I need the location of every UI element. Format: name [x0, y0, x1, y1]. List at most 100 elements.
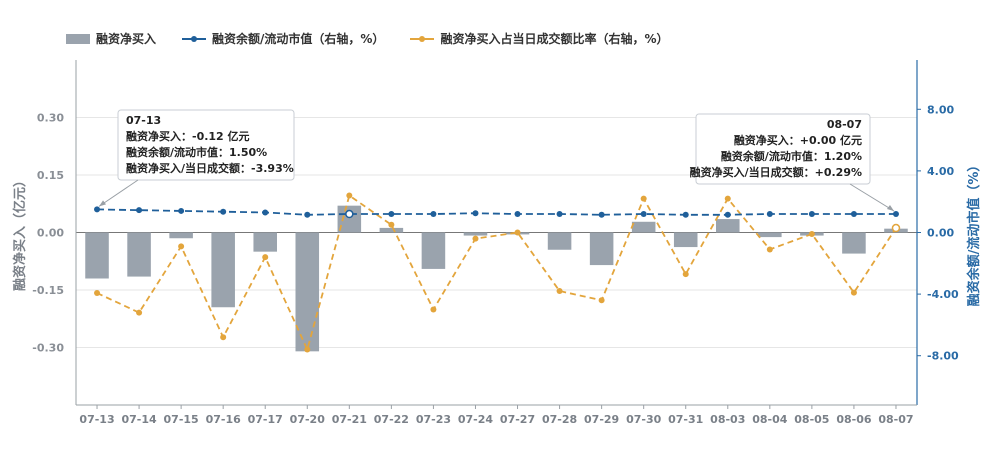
balance-point — [262, 209, 269, 216]
balance-point — [598, 211, 605, 218]
bar — [421, 232, 446, 269]
bar — [463, 232, 488, 236]
y-right-tick-label: -8.00 — [927, 350, 959, 363]
ratio-point — [472, 235, 479, 242]
y-tick-label: 0.15 — [37, 169, 64, 182]
x-tick-label: 08-05 — [794, 413, 829, 426]
legend-label-line2: 融资净买入占当日成交额比率（右轴，%） — [440, 32, 669, 46]
balance-point — [178, 207, 185, 214]
ratio-point — [808, 231, 815, 238]
bar — [337, 205, 362, 233]
legend-swatch-line2 — [410, 34, 435, 44]
legend-label-bar: 融资净买入 — [96, 32, 157, 46]
y-right-tick-label: -4.00 — [927, 288, 959, 301]
balance-highlight-point — [345, 209, 354, 219]
x-tick-label: 08-07 — [878, 413, 913, 426]
tooltip-line-1: 融资净买入：+0.00 亿元 — [734, 133, 862, 147]
x-tick-label: 07-16 — [206, 413, 242, 426]
tooltip-line-1: 融资净买入：-0.12 亿元 — [126, 129, 250, 143]
y-right-tick-label: 0.00 — [927, 227, 954, 240]
ratio-point — [220, 334, 227, 341]
x-tick-label: 07-27 — [500, 413, 535, 426]
ratio-point — [262, 254, 269, 261]
y-tick-label: 0.00 — [37, 227, 64, 240]
legend-item-line2[interactable]: 融资净买入占当日成交额比率（右轴，%） — [410, 30, 668, 47]
ratio-line — [96, 194, 897, 353]
ratio-point — [346, 192, 353, 199]
y-right-tick-label: 4.00 — [927, 165, 954, 178]
tooltip-date: 07-13 — [126, 114, 161, 127]
balance-point — [892, 211, 899, 218]
y-right-tick-label: 8.00 — [927, 103, 954, 116]
ratio-point — [94, 290, 101, 297]
ratio-point — [598, 297, 605, 304]
tooltip-pointer — [98, 179, 139, 207]
balance-point — [472, 210, 479, 217]
tooltip-arrow — [99, 200, 107, 207]
x-tick-label: 07-30 — [626, 413, 662, 426]
ratio-point — [136, 309, 143, 316]
balance-point — [514, 211, 521, 218]
tooltip-line-2: 融资余额/流动市值：1.20% — [721, 149, 862, 163]
bar — [127, 232, 151, 277]
x-tick-label: 07-31 — [668, 413, 703, 426]
lines-layer — [94, 192, 901, 353]
x-tick-label: 07-28 — [542, 413, 577, 426]
legend-swatch-line1 — [182, 34, 207, 44]
x-tick-label: 08-06 — [836, 413, 872, 426]
ratio-point — [850, 289, 857, 296]
x-tick-label: 07-20 — [290, 413, 326, 426]
tooltip-box — [695, 113, 871, 185]
tooltip-box — [117, 109, 295, 181]
x-tick-label: 07-17 — [248, 413, 283, 426]
balance-point — [850, 211, 857, 218]
x-tick-label: 07-15 — [164, 413, 199, 426]
y-tick-label: -0.15 — [32, 284, 64, 297]
bar — [211, 232, 235, 308]
ratio-point — [430, 306, 437, 313]
balance-point — [430, 211, 437, 218]
tooltip-date: 08-07 — [827, 118, 862, 131]
ratio-point — [556, 288, 563, 295]
bar — [379, 227, 404, 233]
x-tick-label: 08-03 — [710, 413, 745, 426]
ratio-point — [766, 246, 773, 253]
balance-line — [97, 208, 896, 216]
y-right-axis-title: 融资余额/流动市值（%） — [966, 159, 982, 307]
legend-item-line1[interactable]: 融资余额/流动市值（右轴，%） — [182, 30, 384, 47]
bar — [253, 232, 277, 252]
x-tick-label: 07-22 — [374, 413, 409, 426]
bar — [716, 219, 740, 233]
bar — [547, 232, 572, 250]
balance-point — [808, 211, 815, 218]
ratio-point — [514, 229, 521, 236]
x-tick-label: 07-13 — [79, 413, 114, 426]
bar — [673, 232, 698, 248]
tooltip-line-3: 融资净买入/当日成交额：+0.29% — [690, 165, 862, 179]
bar — [295, 232, 320, 352]
x-tick-label: 07-24 — [458, 413, 494, 426]
axes-layer: -0.30 -0.15 0.00 0.15 0.30 -8.00 -4.00 0.00 4.00… — [12, 60, 982, 426]
balance-point — [220, 208, 227, 215]
bar — [842, 232, 866, 254]
ratio-point — [388, 221, 395, 228]
bar — [631, 221, 656, 233]
x-tick-label: 07-23 — [416, 413, 451, 426]
tooltip-line-3: 融资净买入/当日成交额：-3.93% — [126, 161, 294, 175]
balance-point — [136, 207, 143, 214]
bar — [758, 232, 782, 238]
legend-swatch-bar — [66, 33, 90, 44]
ratio-point — [304, 346, 311, 353]
balance-point — [640, 211, 647, 218]
legend: 融资净买入 融资余额/流动市值（右轴，%） 融资净买入占当日成交额比率（右轴，%… — [66, 30, 668, 47]
balance-point — [304, 211, 311, 218]
legend-item-bar[interactable]: 融资净买入 — [66, 30, 156, 47]
balance-point — [766, 211, 773, 218]
y-tick-label: 0.30 — [37, 112, 64, 125]
bar — [589, 232, 614, 266]
ratio-point — [682, 271, 689, 278]
y-axis-title: 融资净买入（亿元） — [12, 174, 28, 291]
x-tick-label: 07-29 — [584, 413, 619, 426]
